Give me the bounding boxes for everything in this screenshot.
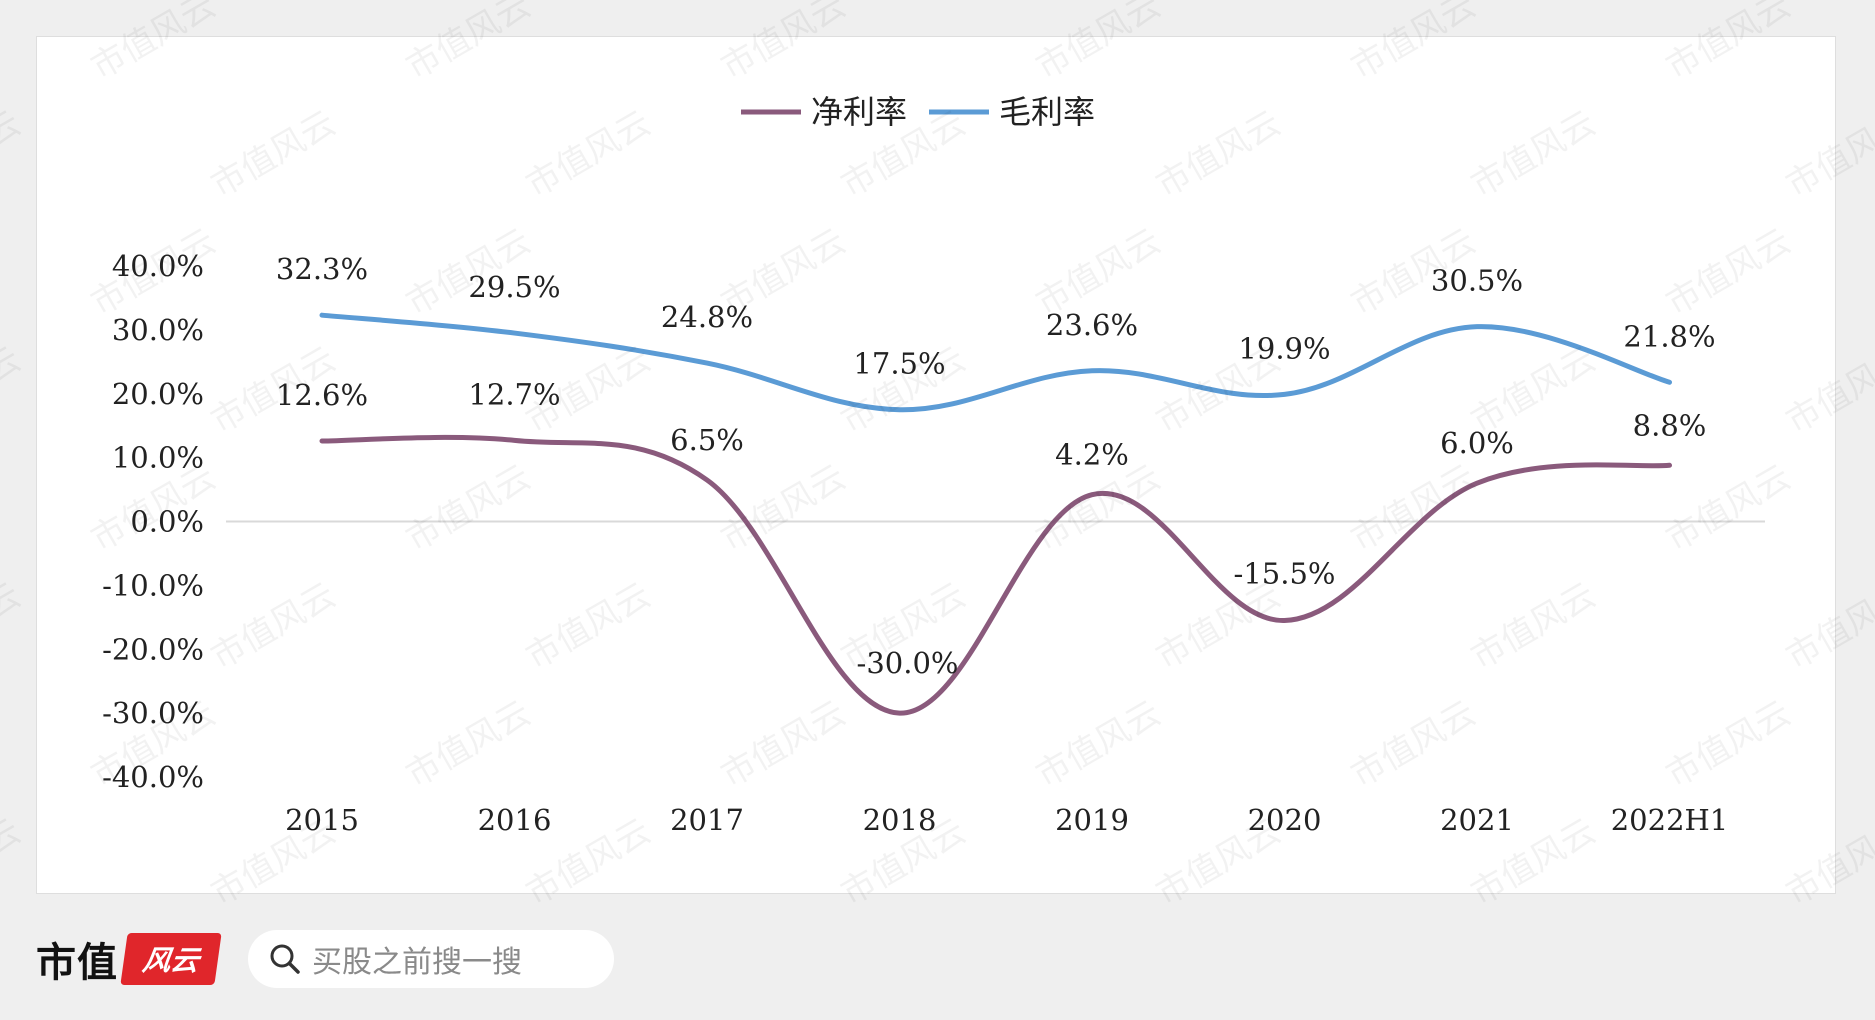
legend-label: 净利率: [811, 93, 907, 131]
data-label: 23.6%: [1046, 308, 1138, 342]
search-placeholder: 买股之前搜一搜: [312, 945, 522, 980]
y-tick-label: 30.0%: [112, 313, 204, 347]
data-label: 12.6%: [276, 378, 368, 412]
data-label: 30.5%: [1431, 264, 1523, 298]
data-label: 32.3%: [276, 252, 368, 286]
x-tick-label: 2018: [863, 803, 937, 837]
legend-label: 毛利率: [999, 93, 1095, 131]
x-tick-label: 2019: [1055, 803, 1129, 837]
x-tick-label: 2017: [670, 803, 744, 837]
data-label: 6.0%: [1440, 426, 1514, 460]
data-label: 8.8%: [1633, 408, 1707, 442]
series-lines: [319, 312, 1672, 716]
data-label: 6.5%: [670, 423, 744, 457]
y-tick-label: -30.0%: [102, 696, 204, 730]
chart-legend: 净利率 毛利率: [741, 93, 1095, 131]
y-tick-label: -20.0%: [102, 632, 204, 666]
brand-logo: 风云: [120, 933, 222, 985]
data-label: 17.5%: [853, 347, 945, 381]
data-labels: 12.6% 12.7% 6.5% -30.0% 4.2% -15.5% 6.0% 8.8% 32…: [276, 252, 1716, 680]
y-tick-label: -10.0%: [102, 568, 204, 602]
y-tick-label: 10.0%: [112, 441, 204, 475]
y-tick-label: 0.0%: [130, 505, 204, 539]
data-label: -15.5%: [1234, 557, 1336, 591]
data-label: 19.9%: [1238, 331, 1330, 365]
series-line-0: [319, 434, 1672, 716]
y-tick-label: 40.0%: [112, 249, 204, 283]
y-axis: 40.0% 30.0% 20.0% 10.0% 0.0% -10.0% -20.0% -30.…: [102, 249, 204, 794]
data-label: 12.7%: [468, 377, 560, 411]
search-icon: [270, 944, 300, 974]
footer-bar: 市值 风云 买股之前搜一搜: [36, 924, 614, 994]
data-label: -30.0%: [857, 646, 959, 680]
series-line-1: [319, 312, 1672, 413]
x-tick-label: 2016: [478, 803, 552, 837]
data-label: 24.8%: [661, 300, 753, 334]
x-tick-label: 2022H1: [1611, 803, 1729, 837]
data-label: 21.8%: [1623, 319, 1715, 353]
y-tick-label: 20.0%: [112, 377, 204, 411]
brand-name: 市值: [36, 939, 118, 986]
search-bar[interactable]: 买股之前搜一搜: [248, 930, 614, 988]
x-axis: 2015 2016 2017 2018 2019 2020 2021 2022H1: [285, 803, 1728, 837]
data-label: 29.5%: [468, 270, 560, 304]
x-tick-label: 2021: [1440, 803, 1514, 837]
x-tick-label: 2015: [285, 803, 359, 837]
chart-card: [36, 36, 1836, 894]
y-tick-label: -40.0%: [102, 760, 204, 794]
x-tick-label: 2020: [1248, 803, 1322, 837]
data-label: 4.2%: [1055, 438, 1129, 472]
